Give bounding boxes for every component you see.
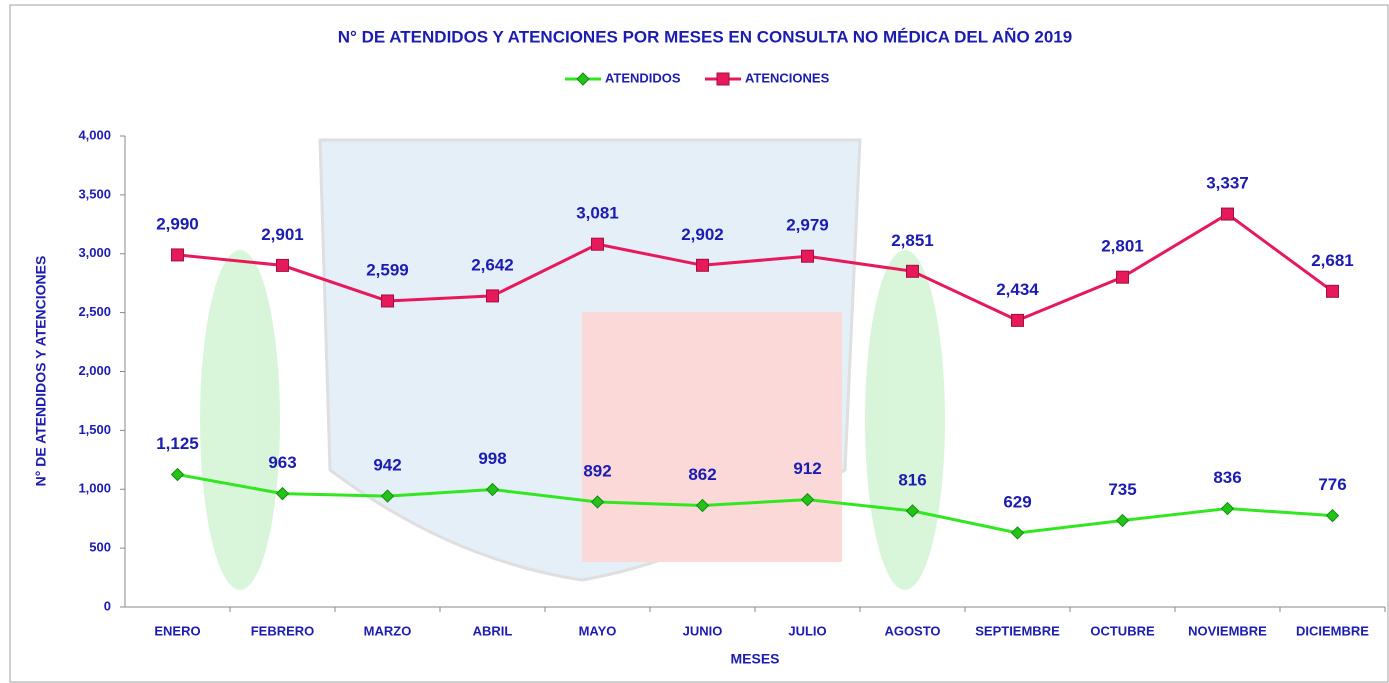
marker xyxy=(487,290,499,302)
y-tick-label: 1,500 xyxy=(78,422,111,437)
x-tick-label: OCTUBRE xyxy=(1090,623,1155,638)
data-label: 998 xyxy=(478,449,506,468)
marker xyxy=(717,73,729,85)
data-label: 2,801 xyxy=(1101,237,1144,256)
y-tick-label: 500 xyxy=(89,540,111,555)
x-tick-label: DICIEMBRE xyxy=(1296,623,1369,638)
y-tick-label: 2,000 xyxy=(78,363,111,378)
data-label: 2,979 xyxy=(786,216,829,235)
x-tick-label: MAYO xyxy=(579,623,617,638)
data-label: 1,125 xyxy=(156,434,199,453)
marker xyxy=(382,295,394,307)
data-label: 3,081 xyxy=(576,204,619,223)
data-label: 2,434 xyxy=(996,280,1039,299)
x-tick-label: AGOSTO xyxy=(884,623,940,638)
marker xyxy=(697,259,709,271)
data-label: 629 xyxy=(1003,492,1031,511)
data-label: 816 xyxy=(898,470,926,489)
y-tick-label: 4,000 xyxy=(78,127,111,142)
chart: N° DE ATENDIDOS Y ATENCIONES POR MESES E… xyxy=(0,0,1389,683)
x-tick-label: FEBRERO xyxy=(251,623,315,638)
chart-title: N° DE ATENDIDOS Y ATENCIONES POR MESES E… xyxy=(338,26,1072,46)
data-label: 2,902 xyxy=(681,225,724,244)
legend-label: ATENDIDOS xyxy=(605,70,681,85)
marker xyxy=(1327,285,1339,297)
marker xyxy=(1012,314,1024,326)
marker xyxy=(1117,271,1129,283)
data-label: 735 xyxy=(1108,480,1136,499)
data-label: 862 xyxy=(688,465,716,484)
marker xyxy=(802,250,814,262)
data-label: 2,642 xyxy=(471,255,514,274)
y-tick-label: 2,500 xyxy=(78,304,111,319)
x-tick-label: SEPTIEMBRE xyxy=(975,623,1060,638)
data-label: 892 xyxy=(583,461,611,480)
legend-label: ATENCIONES xyxy=(745,70,830,85)
data-label: 2,990 xyxy=(156,214,199,233)
y-tick-label: 1,000 xyxy=(78,481,111,496)
data-label: 836 xyxy=(1213,468,1241,487)
data-label: 2,681 xyxy=(1311,251,1354,270)
x-tick-label: NOVIEMBRE xyxy=(1188,623,1267,638)
x-tick-label: JULIO xyxy=(788,623,826,638)
data-label: 776 xyxy=(1318,475,1346,494)
x-tick-label: MARZO xyxy=(364,623,412,638)
data-label: 942 xyxy=(373,456,401,475)
data-label: 2,851 xyxy=(891,231,934,250)
y-tick-label: 3,000 xyxy=(78,245,111,260)
marker xyxy=(1222,208,1234,220)
data-label: 963 xyxy=(268,453,296,472)
x-axis-label: MESES xyxy=(730,651,779,667)
page: {"chart_data": {"type": "line", "title":… xyxy=(0,0,1389,683)
marker xyxy=(277,259,289,271)
x-tick-label: ABRIL xyxy=(473,623,513,638)
data-label: 2,599 xyxy=(366,260,409,279)
data-label: 3,337 xyxy=(1206,174,1249,193)
y-tick-label: 0 xyxy=(104,598,111,613)
data-label: 2,901 xyxy=(261,225,304,244)
x-tick-label: JUNIO xyxy=(683,623,723,638)
x-tick-label: ENERO xyxy=(154,623,200,638)
y-axis-label: N° DE ATENDIDOS Y ATENCIONES xyxy=(33,256,49,487)
marker xyxy=(592,238,604,250)
data-label: 912 xyxy=(793,459,821,478)
marker xyxy=(172,249,184,261)
marker xyxy=(907,265,919,277)
y-tick-label: 3,500 xyxy=(78,186,111,201)
